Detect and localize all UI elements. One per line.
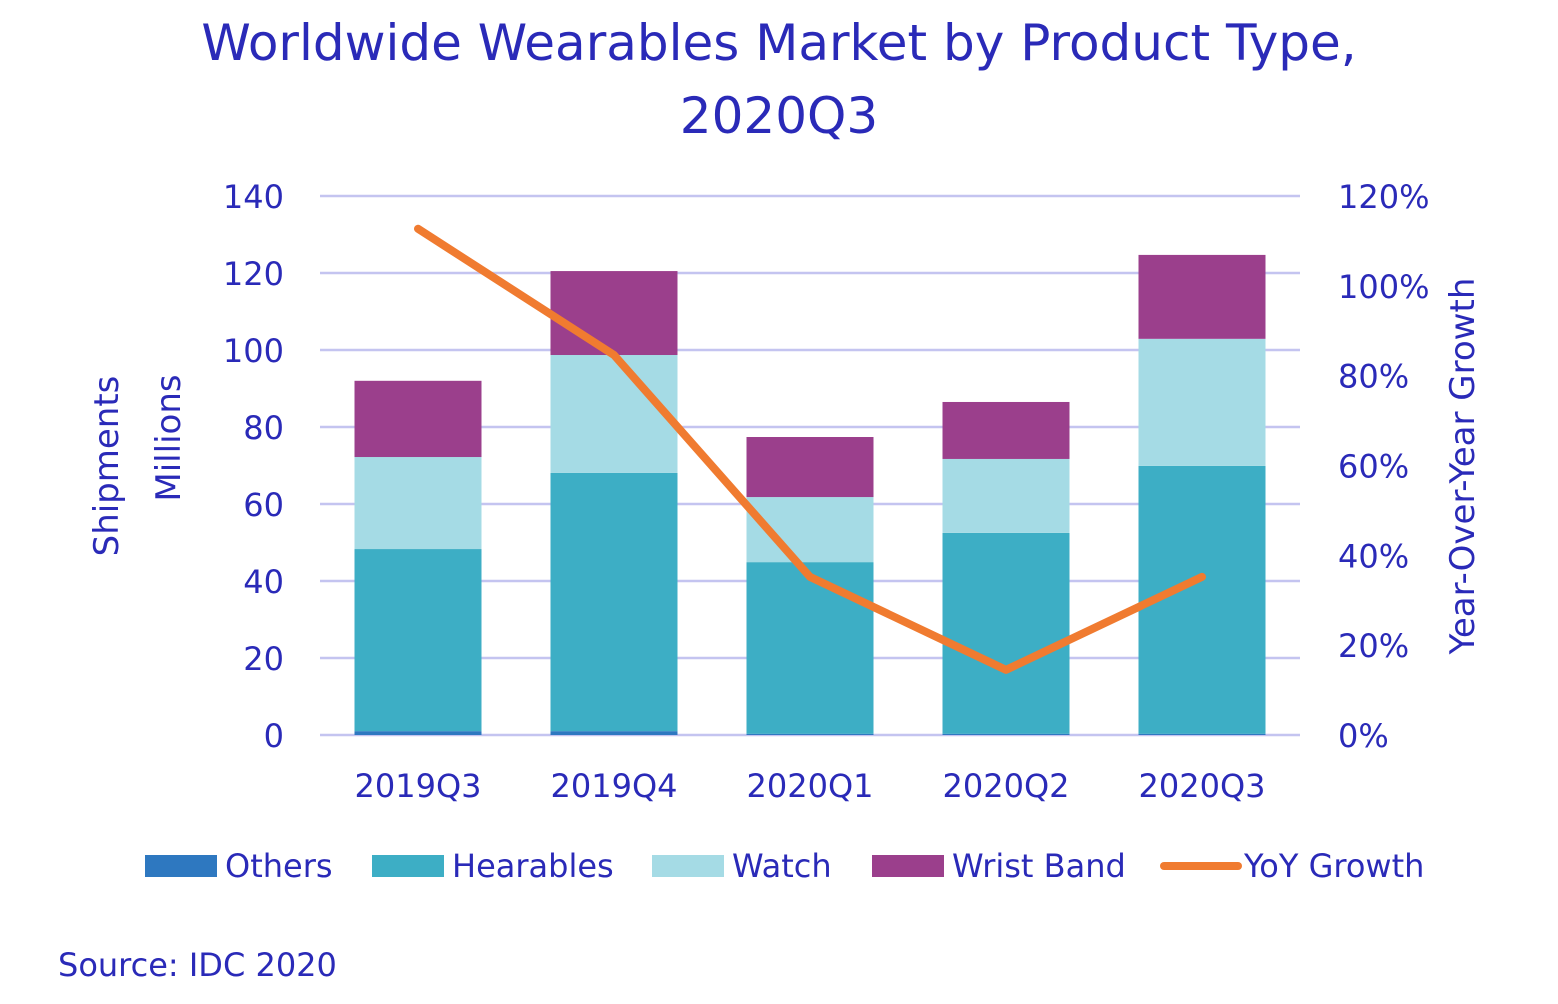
y-tick-label: 40 [243,563,284,601]
y-tick-label: 60 [243,486,284,524]
legend-swatch [372,855,444,877]
x-axis: 2019Q3 2019Q4 2020Q1 2020Q2 2020Q3 [355,767,1266,805]
x-tick-label: 2020Q3 [1139,767,1266,805]
bar-others [551,731,678,735]
bar-wrist-band [1139,255,1266,339]
y-tick-label: 20 [243,640,284,678]
bar-hearables [747,562,874,734]
legend-swatch [652,855,724,877]
bar-watch [1139,339,1266,466]
y-right-tick-label: 20% [1338,627,1409,665]
source-note: Source: IDC 2020 [58,946,337,984]
x-tick-label: 2019Q4 [551,767,678,805]
y-right-tick-label: 100% [1338,268,1429,306]
legend-swatch [872,855,944,877]
y-tick-label: 100 [223,332,284,370]
bar-wrist-band [551,271,678,355]
y-right-tick-label: 60% [1338,448,1409,486]
y-tick-label: 140 [223,178,284,216]
bars [355,255,1266,735]
y-axis-label-line1: Shipments [87,376,127,557]
bar-hearables [355,549,482,731]
bar-wrist-band [943,402,1070,459]
y-axis-right: 0% 20% 40% 60% 80% 100% 120% [1338,178,1429,755]
legend-label: Hearables [452,847,614,885]
y-tick-label: 120 [223,255,284,293]
y-tick-label: 80 [243,409,284,447]
bar-watch [943,459,1070,533]
bar-watch [551,355,678,473]
y-right-tick-label: 40% [1338,537,1409,575]
bar-others [747,734,874,735]
y-tick-label: 0 [264,717,284,755]
legend-label: Others [225,847,333,885]
legend: Others Hearables Watch Wrist Band YoY Growth [145,847,1424,885]
chart-title-line2: 2020Q3 [680,87,878,145]
chart-title-line1: Worldwide Wearables Market by Product Ty… [201,14,1356,72]
x-tick-label: 2020Q2 [943,767,1070,805]
legend-label: YoY Growth [1243,847,1424,885]
bar-hearables [551,473,678,731]
bar-wrist-band [355,381,482,457]
y-axis-label-line2: Millions [149,374,189,501]
bar-hearables [943,533,1070,734]
bar-others [355,731,482,735]
bar-wrist-band [747,437,874,497]
legend-label: Wrist Band [952,847,1126,885]
y-axis-right-label: Year-Over-Year Growth [1443,278,1483,656]
bar-others [1139,734,1266,735]
y-right-tick-label: 0% [1338,717,1389,755]
bar-others [943,734,1070,735]
y-axis-left: 0 20 40 60 80 100 120 140 [223,178,284,755]
y-right-tick-label: 120% [1338,178,1429,216]
y-right-tick-label: 80% [1338,358,1409,396]
bar-watch [355,457,482,549]
x-tick-label: 2020Q1 [747,767,874,805]
x-tick-label: 2019Q3 [355,767,482,805]
legend-label: Watch [732,847,832,885]
legend-swatch [145,855,217,877]
